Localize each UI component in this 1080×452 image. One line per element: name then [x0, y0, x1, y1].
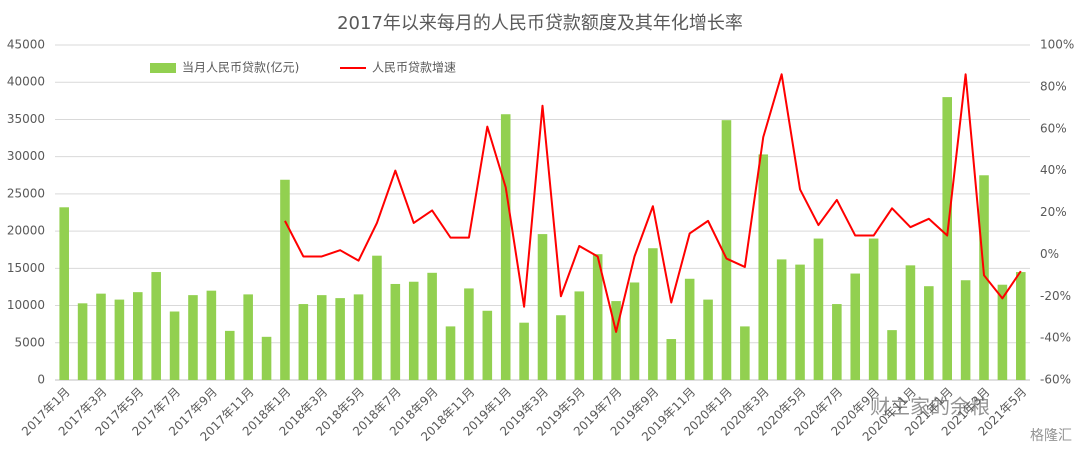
- bar: [243, 294, 253, 380]
- bar: [445, 326, 456, 380]
- bar: [648, 248, 658, 380]
- bar: [280, 179, 290, 380]
- y-tick-label: 40000: [7, 75, 45, 89]
- bar: [224, 330, 235, 380]
- bar: [353, 294, 364, 380]
- bar: [556, 315, 566, 380]
- bar: [316, 295, 327, 380]
- bar: [924, 286, 934, 380]
- y-tick-label: 30000: [7, 149, 45, 163]
- y2-tick-label: -60%: [1040, 373, 1071, 387]
- line: [284, 73, 1022, 333]
- bar: [868, 238, 879, 380]
- bar: [151, 272, 161, 380]
- y2-tick-label: 60%: [1040, 121, 1067, 135]
- bar: [611, 301, 621, 380]
- y2-tick-label: 100%: [1040, 38, 1074, 52]
- bar: [335, 298, 345, 380]
- bar: [592, 254, 603, 380]
- bar: [77, 303, 88, 380]
- y-tick-label: 10000: [7, 298, 45, 312]
- bar: [666, 339, 677, 380]
- y2-tick-label: -20%: [1040, 289, 1071, 303]
- bar: [169, 311, 180, 380]
- bar: [206, 290, 217, 380]
- bar: [703, 299, 713, 380]
- y2-tick-label: -40%: [1040, 331, 1071, 345]
- bar: [721, 120, 732, 380]
- legend-swatch: [150, 63, 176, 73]
- bar: [960, 280, 971, 380]
- bar: [427, 272, 437, 380]
- bar: [629, 282, 640, 380]
- bar: [188, 295, 198, 380]
- legend-label: 人民币贷款增速: [372, 61, 456, 75]
- bar: [464, 288, 474, 380]
- bar: [372, 255, 382, 380]
- bar: [574, 291, 585, 380]
- bar: [850, 273, 861, 380]
- bar: [813, 238, 824, 380]
- bar: [758, 154, 769, 380]
- bar: [997, 284, 1008, 380]
- bar: [905, 265, 916, 380]
- bar: [408, 281, 419, 380]
- bar: [942, 97, 952, 380]
- watermark: 格隆汇: [1030, 428, 1072, 444]
- y2-tick-label: 80%: [1040, 79, 1067, 93]
- y2-tick-label: 40%: [1040, 163, 1067, 177]
- bar: [482, 310, 493, 380]
- bar: [537, 234, 548, 380]
- watermark: 财主家的余粮: [870, 395, 990, 419]
- y-tick-label: 20000: [7, 224, 45, 238]
- bar: [133, 292, 143, 380]
- bar: [795, 264, 805, 380]
- y2-tick-label: 0%: [1040, 247, 1059, 261]
- bar: [887, 330, 897, 380]
- bar: [261, 336, 272, 380]
- y-tick-label: 5000: [14, 335, 45, 349]
- bar: [298, 304, 309, 380]
- bar: [59, 207, 69, 380]
- bar: [776, 259, 787, 380]
- bar: [684, 278, 695, 380]
- chart-title: 2017年以来每月的人民币贷款额度及其年化增长率: [337, 13, 743, 34]
- bar: [519, 322, 529, 380]
- y2-tick-label: 20%: [1040, 205, 1067, 219]
- y-tick-label: 0: [37, 373, 45, 387]
- bar: [832, 304, 842, 380]
- legend-label: 当月人民币贷款(亿元): [182, 60, 299, 75]
- bar: [979, 175, 989, 380]
- y-tick-label: 35000: [7, 112, 45, 126]
- y-tick-label: 25000: [7, 186, 45, 200]
- bar: [96, 293, 106, 380]
- bar: [500, 114, 511, 380]
- y-tick-label: 45000: [7, 38, 45, 52]
- bar: [740, 326, 750, 380]
- y-tick-label: 15000: [7, 261, 45, 275]
- bar: [114, 299, 125, 380]
- bar: [1016, 272, 1026, 380]
- bar: [390, 283, 401, 380]
